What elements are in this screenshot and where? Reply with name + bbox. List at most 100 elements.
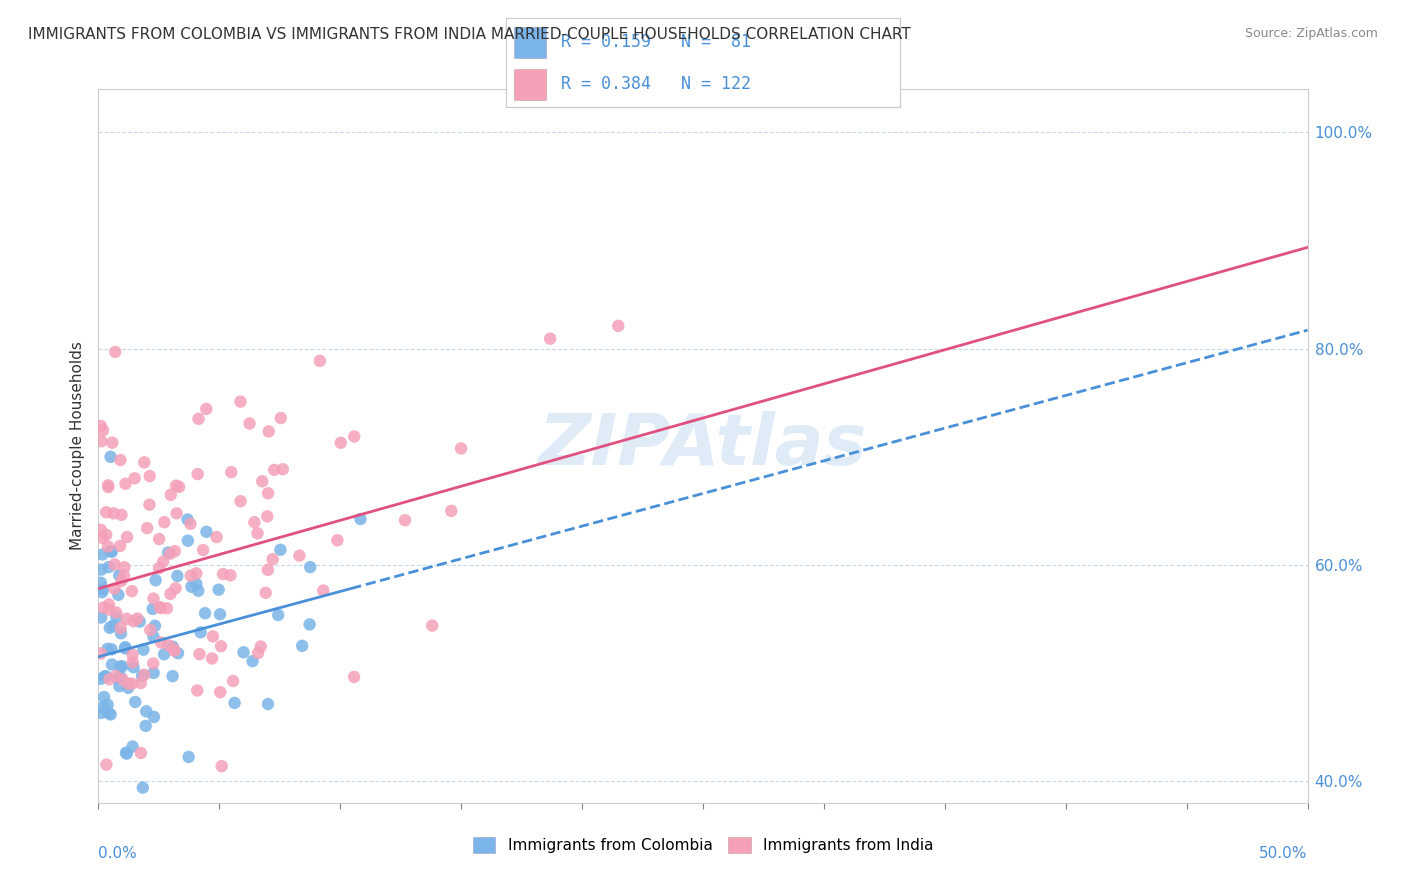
Point — [177, 750, 200, 764]
Point — [90, 418, 112, 433]
Point — [148, 532, 170, 546]
Point — [252, 475, 274, 489]
Point — [157, 638, 180, 652]
Point — [101, 545, 124, 559]
Text: Source: ZipAtlas.com: Source: ZipAtlas.com — [1244, 27, 1378, 40]
Text: R = 0.384   N = 122: R = 0.384 N = 122 — [561, 75, 751, 93]
Point — [93, 690, 115, 704]
Point — [195, 524, 218, 539]
Point — [271, 462, 294, 476]
Point — [104, 345, 127, 359]
Point — [90, 523, 112, 537]
Point — [222, 673, 245, 688]
Point — [229, 394, 252, 409]
Point — [96, 641, 118, 656]
Point — [359, 813, 381, 827]
Point — [187, 467, 209, 481]
Point — [98, 602, 121, 616]
Point — [110, 659, 132, 673]
Point — [124, 695, 146, 709]
Point — [162, 669, 184, 683]
Point — [96, 830, 118, 844]
Point — [186, 566, 208, 581]
Point — [121, 655, 143, 669]
Point — [91, 585, 114, 599]
Point — [115, 612, 138, 626]
Point — [257, 486, 280, 500]
Text: ZIPAtlas: ZIPAtlas — [538, 411, 868, 481]
Point — [269, 542, 291, 557]
Point — [256, 509, 278, 524]
Point — [132, 780, 155, 795]
Point — [100, 707, 122, 722]
Point — [159, 488, 181, 502]
Point — [96, 757, 118, 772]
Point — [201, 651, 224, 665]
Point — [131, 668, 153, 682]
Point — [440, 504, 463, 518]
Point — [205, 530, 228, 544]
Point — [143, 619, 166, 633]
Point — [100, 642, 122, 657]
Point — [103, 506, 125, 520]
Point — [257, 425, 280, 439]
Point — [211, 759, 233, 773]
Point — [110, 508, 132, 522]
Point — [117, 676, 139, 690]
Point — [249, 640, 271, 654]
Point — [134, 455, 156, 469]
Point — [97, 478, 120, 492]
Point — [167, 480, 190, 494]
Point — [91, 423, 114, 437]
Point — [111, 659, 134, 673]
Point — [142, 665, 165, 680]
Point — [152, 555, 174, 569]
Point — [91, 600, 114, 615]
Point — [97, 480, 120, 494]
Point — [163, 544, 186, 558]
Point — [165, 478, 187, 492]
Point — [134, 668, 156, 682]
Point — [117, 681, 139, 695]
Point — [129, 746, 152, 760]
Point — [195, 401, 218, 416]
Point — [291, 639, 314, 653]
Point — [94, 505, 117, 519]
Point — [343, 429, 366, 443]
Point — [166, 506, 188, 520]
Point — [101, 435, 124, 450]
Point — [257, 563, 280, 577]
Point — [153, 515, 176, 529]
Point — [100, 450, 122, 464]
Point — [107, 588, 129, 602]
Point — [163, 644, 186, 658]
Point — [97, 560, 120, 574]
Point — [219, 465, 242, 479]
Point — [224, 696, 246, 710]
Point — [142, 657, 165, 671]
Point — [127, 611, 149, 625]
Point — [257, 697, 280, 711]
Point — [229, 494, 252, 508]
Point — [124, 471, 146, 485]
Point — [159, 587, 181, 601]
Point — [105, 606, 128, 620]
Point — [114, 476, 136, 491]
Point — [114, 641, 136, 656]
Point — [110, 669, 132, 683]
Point — [112, 863, 135, 878]
Point — [139, 623, 162, 637]
Point — [108, 568, 131, 582]
Point — [136, 521, 159, 535]
Point — [247, 646, 270, 660]
Point — [219, 568, 242, 582]
Point — [153, 648, 176, 662]
Point — [420, 618, 443, 632]
Point — [190, 625, 212, 640]
Point — [208, 607, 231, 622]
Point — [98, 598, 121, 612]
Point — [180, 568, 202, 582]
Point — [156, 601, 179, 615]
Point — [299, 560, 322, 574]
Point — [166, 569, 188, 583]
